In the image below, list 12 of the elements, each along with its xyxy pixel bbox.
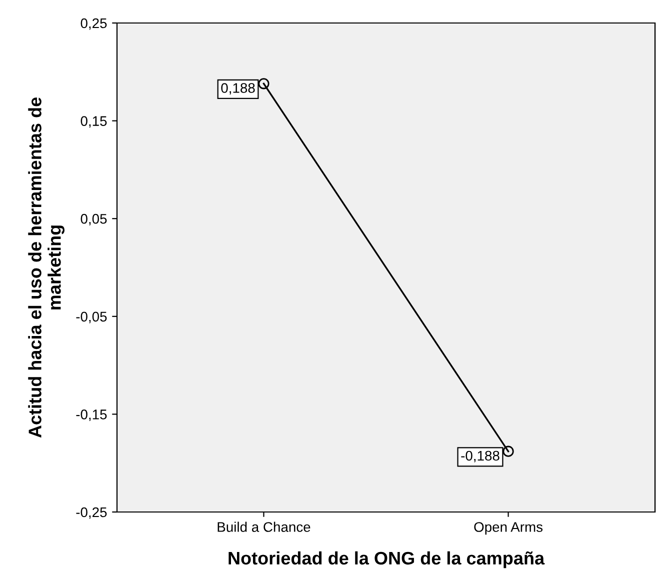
y-tick-label: 0,15 (80, 116, 107, 128)
y-tick-label: -0,15 (76, 410, 107, 422)
data-label: -0,188 (461, 450, 500, 462)
x-tick-label: Open Arms (474, 522, 543, 535)
data-label: 0,188 (221, 83, 255, 95)
y-axis-title: Actitud hacia el uso de herramientas de marketing (28, 98, 65, 438)
x-tick-label: Build a Chance (218, 522, 310, 532)
y-tick-label: -0,25 (76, 507, 107, 519)
y-tick-label: -0,05 (76, 312, 107, 324)
x-axis-title: Notoriedad de la ONG de la campaña (228, 551, 545, 568)
y-tick-label: 0,05 (80, 214, 107, 226)
y-tick-label: 0,25 (80, 18, 107, 30)
